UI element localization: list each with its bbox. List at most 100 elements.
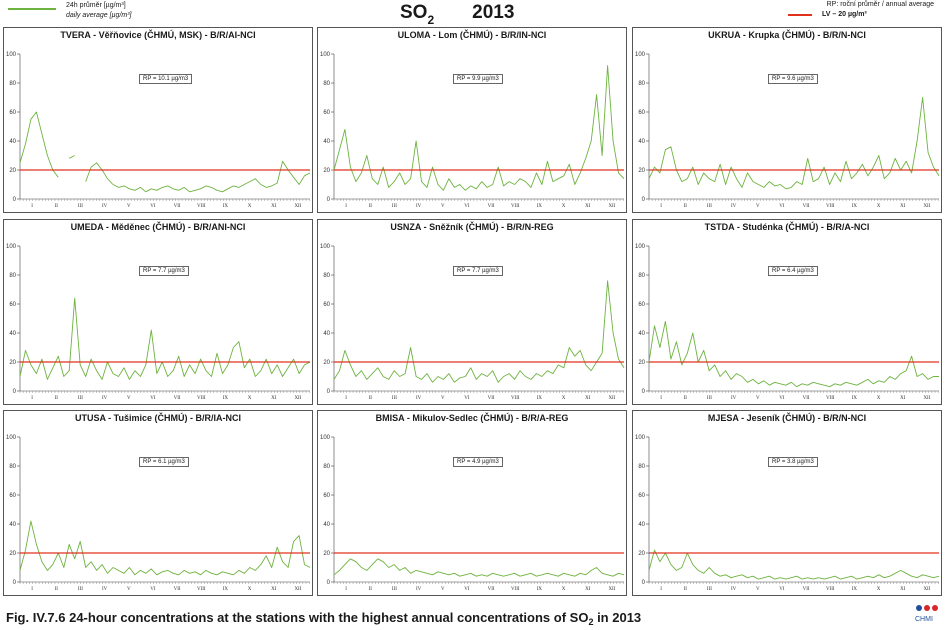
logo-dot-icon bbox=[932, 605, 938, 611]
x-month-label: II bbox=[684, 204, 688, 209]
daily-average-line bbox=[333, 558, 625, 577]
x-month-label: III bbox=[392, 396, 397, 401]
chart-title: ULOMA - Lom (ČHMÚ) - B/R/IN-NCI bbox=[397, 30, 547, 40]
x-month-label: I bbox=[345, 587, 347, 592]
x-month-label: III bbox=[707, 396, 712, 401]
y-tick-label: 60 bbox=[9, 302, 16, 308]
y-tick-label: 60 bbox=[323, 493, 330, 499]
x-month-label: XI bbox=[271, 587, 277, 592]
y-tick-label: 0 bbox=[13, 389, 17, 395]
y-tick-label: 40 bbox=[9, 139, 16, 145]
x-month-label: II bbox=[369, 204, 373, 209]
x-month-label: XI bbox=[900, 204, 906, 209]
y-tick-label: 80 bbox=[9, 273, 16, 279]
limit-legend-label: LV – 20 µg/m³ bbox=[822, 11, 867, 18]
x-month-label: XI bbox=[271, 396, 277, 401]
y-tick-label: 80 bbox=[323, 81, 330, 87]
annual-average-label: RP = 10.1 µg/m3 bbox=[139, 74, 193, 84]
x-month-label: I bbox=[345, 396, 347, 401]
series-legend: 24h průměr [µg/m³] daily average [µg/m³] bbox=[6, 1, 206, 23]
x-month-label: VI bbox=[464, 204, 470, 209]
x-month-label: IX bbox=[223, 396, 229, 401]
x-month-label: XI bbox=[271, 204, 277, 209]
x-month-label: II bbox=[684, 396, 688, 401]
x-month-label: IX bbox=[537, 204, 543, 209]
y-tick-label: 20 bbox=[323, 551, 330, 557]
x-month-label: VI bbox=[150, 396, 156, 401]
series-legend-label-en: daily average [µg/m³] bbox=[66, 12, 132, 19]
x-month-label: XII bbox=[608, 587, 615, 592]
x-month-label: V bbox=[756, 396, 760, 401]
x-month-label: I bbox=[660, 204, 662, 209]
x-month-label: XI bbox=[585, 396, 591, 401]
x-month-label: V bbox=[441, 204, 445, 209]
series-legend-swatch bbox=[8, 8, 56, 10]
y-tick-label: 40 bbox=[638, 139, 645, 145]
x-month-label: VI bbox=[464, 587, 470, 592]
x-month-label: XII bbox=[923, 587, 930, 592]
y-tick-label: 0 bbox=[642, 389, 646, 395]
series-legend-label: 24h průměr [µg/m³] bbox=[66, 2, 126, 9]
x-month-label: X bbox=[248, 587, 252, 592]
y-tick-label: 40 bbox=[9, 522, 16, 528]
y-tick-label: 80 bbox=[323, 464, 330, 470]
x-month-label: VI bbox=[150, 587, 156, 592]
daily-average-line bbox=[19, 297, 311, 380]
caption-subscript: 2 bbox=[588, 617, 594, 627]
annual-average-label: RP = 6.1 µg/m3 bbox=[139, 457, 189, 467]
x-month-label: V bbox=[756, 204, 760, 209]
x-month-label: X bbox=[877, 396, 881, 401]
y-tick-label: 80 bbox=[638, 464, 645, 470]
y-tick-label: 0 bbox=[13, 197, 17, 203]
x-month-label: IX bbox=[537, 396, 543, 401]
figure-caption: Fig. IV.7.6 24-hour concentrations at th… bbox=[6, 610, 641, 627]
y-tick-label: 40 bbox=[323, 522, 330, 528]
y-tick-label: 20 bbox=[323, 360, 330, 366]
y-tick-label: 80 bbox=[9, 81, 16, 87]
x-month-label: I bbox=[31, 396, 33, 401]
y-tick-label: 100 bbox=[6, 435, 17, 441]
x-month-label: II bbox=[369, 587, 373, 592]
annual-average-label: RP = 6.4 µg/m3 bbox=[768, 266, 818, 276]
logo-dot-icon bbox=[916, 605, 922, 611]
x-month-label: V bbox=[127, 587, 131, 592]
chart-title: TVERA - Věřňovice (ČHMÚ, MSK) - B/R/AI-N… bbox=[60, 30, 256, 40]
x-month-label: VII bbox=[488, 204, 495, 209]
y-tick-label: 20 bbox=[638, 551, 645, 557]
limit-legend: RP: roční průměr / annual average LV – 2… bbox=[760, 0, 940, 22]
y-tick-label: 40 bbox=[323, 139, 330, 145]
x-month-label: X bbox=[877, 204, 881, 209]
x-month-label: XI bbox=[585, 587, 591, 592]
x-month-label: III bbox=[78, 587, 83, 592]
x-month-label: XII bbox=[923, 396, 930, 401]
limit-legend-swatch bbox=[788, 14, 812, 16]
chmi-logo: CHMI bbox=[912, 603, 942, 629]
x-month-label: II bbox=[369, 396, 373, 401]
figure-title-pollutant: SO bbox=[400, 2, 428, 23]
daily-average-line bbox=[333, 280, 625, 383]
x-month-label: VII bbox=[803, 587, 810, 592]
x-month-label: VII bbox=[488, 396, 495, 401]
x-month-label: IV bbox=[102, 587, 108, 592]
x-month-label: XI bbox=[900, 396, 906, 401]
y-tick-label: 60 bbox=[638, 302, 645, 308]
y-tick-label: 100 bbox=[6, 52, 17, 58]
x-month-label: III bbox=[707, 587, 712, 592]
x-month-label: IX bbox=[537, 587, 543, 592]
x-month-label: VI bbox=[779, 396, 785, 401]
y-tick-label: 0 bbox=[642, 580, 646, 586]
x-month-label: VIII bbox=[511, 396, 520, 401]
chart-title: TSTDA - Studénka (ČHMÚ) - B/R/A-NCI bbox=[704, 222, 870, 232]
y-tick-label: 40 bbox=[323, 331, 330, 337]
y-tick-label: 60 bbox=[638, 110, 645, 116]
chart-title: BMISA - Mikulov-Sedlec (ČHMÚ) - B/R/A-RE… bbox=[375, 413, 569, 423]
logo-text: CHMI bbox=[915, 616, 933, 623]
x-month-label: XII bbox=[608, 396, 615, 401]
x-month-label: XI bbox=[585, 204, 591, 209]
x-month-label: VIII bbox=[511, 587, 520, 592]
x-month-label: IV bbox=[102, 396, 108, 401]
